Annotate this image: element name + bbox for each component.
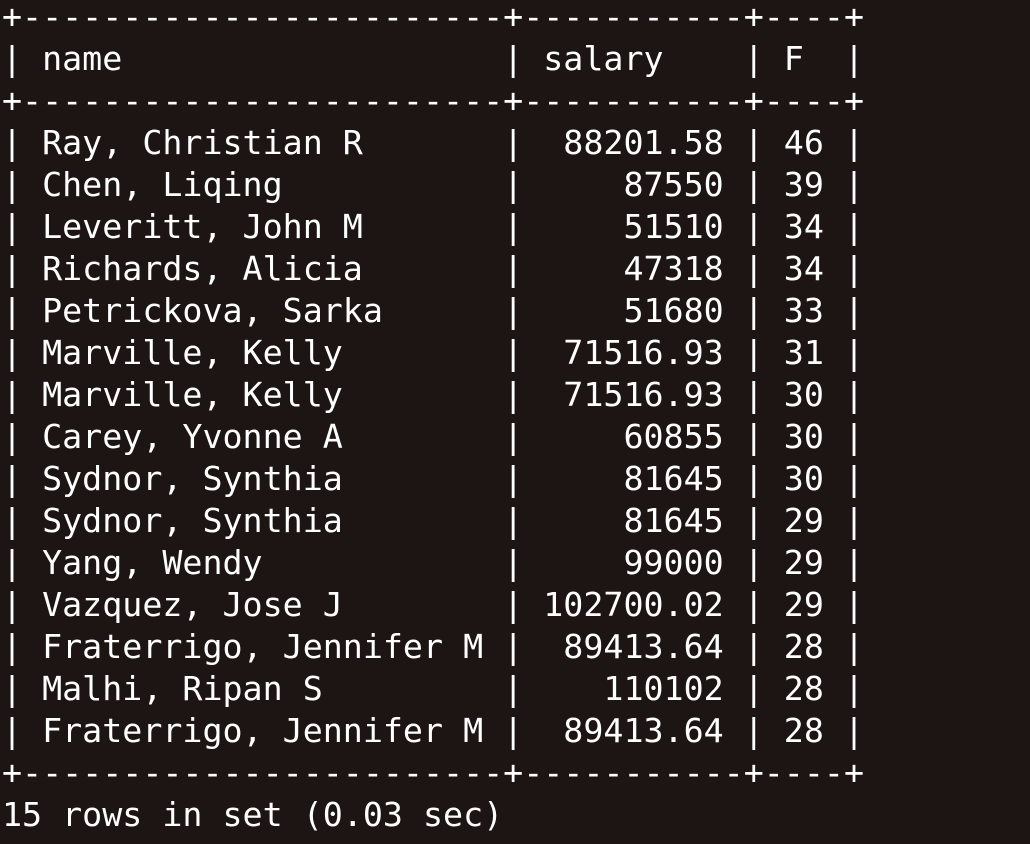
result-summary: 15 rows in set (0.03 sec) xyxy=(2,795,504,834)
table-row: | Sydnor, Synthia | 81645 | 29 | xyxy=(2,501,864,540)
table-row: | Richards, Alicia | 47318 | 34 | xyxy=(2,249,864,288)
table-row: | Fraterrigo, Jennifer M | 89413.64 | 28… xyxy=(2,711,864,750)
table-row: | Leveritt, John M | 51510 | 34 | xyxy=(2,207,864,246)
table-row: | Chen, Liqing | 87550 | 39 | xyxy=(2,165,864,204)
table-row: | Malhi, Ripan S | 110102 | 28 | xyxy=(2,669,864,708)
table-row: | Marville, Kelly | 71516.93 | 30 | xyxy=(2,375,864,414)
query-result-output: +------------------------+-----------+--… xyxy=(2,0,864,836)
table-border-top: +------------------------+-----------+--… xyxy=(2,0,864,36)
table-header-row: | name | salary | F | xyxy=(2,39,864,78)
table-row: | Ray, Christian R | 88201.58 | 46 | xyxy=(2,123,864,162)
table-border-bottom: +------------------------+-----------+--… xyxy=(2,753,864,792)
table-row: | Marville, Kelly | 71516.93 | 31 | xyxy=(2,333,864,372)
table-row: | Carey, Yvonne A | 60855 | 30 | xyxy=(2,417,864,456)
table-row: | Petrickova, Sarka | 51680 | 33 | xyxy=(2,291,864,330)
table-border-header: +------------------------+-----------+--… xyxy=(2,81,864,120)
table-row: | Yang, Wendy | 99000 | 29 | xyxy=(2,543,864,582)
table-row: | Fraterrigo, Jennifer M | 89413.64 | 28… xyxy=(2,627,864,666)
table-row: | Sydnor, Synthia | 81645 | 30 | xyxy=(2,459,864,498)
table-row: | Vazquez, Jose J | 102700.02 | 29 | xyxy=(2,585,864,624)
